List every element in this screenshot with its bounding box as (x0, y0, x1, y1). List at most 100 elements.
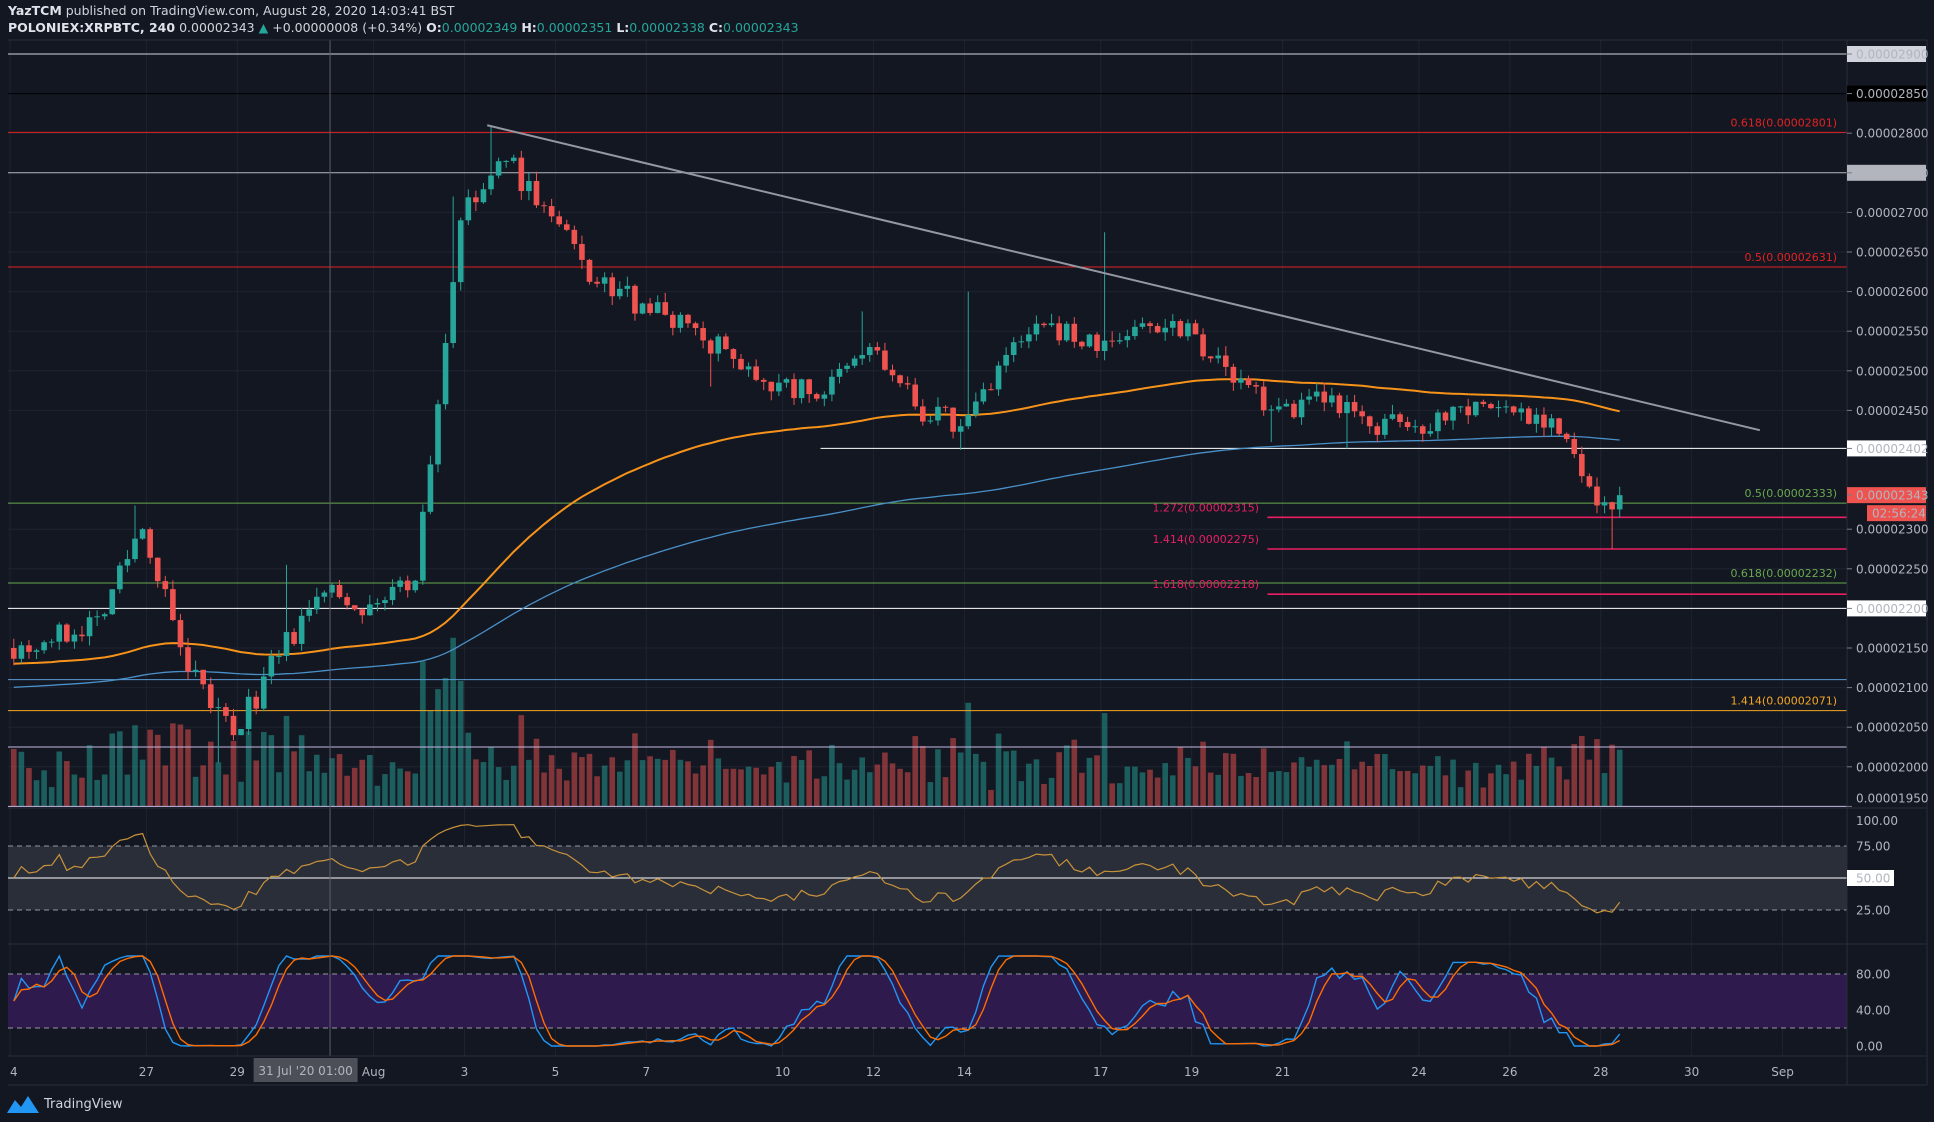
candle-body (488, 175, 494, 190)
candles (11, 125, 1623, 763)
candle-body (336, 585, 343, 598)
author: YazTCM (8, 3, 62, 18)
volume-bar (662, 759, 669, 806)
volume-bar (760, 774, 767, 806)
volume-bar (601, 765, 608, 806)
candle-body (147, 529, 153, 558)
candle-body (609, 277, 616, 297)
candle-body (1169, 321, 1176, 328)
candle-body (912, 384, 919, 407)
volume-bar (1101, 713, 1108, 806)
candle-body (859, 355, 865, 359)
candle-body (1200, 334, 1206, 357)
volume-bar (920, 746, 926, 806)
candle-body (1071, 323, 1078, 342)
candle-body (1063, 323, 1070, 341)
volume-bar (935, 749, 941, 806)
price-tick-label: 0.00002343 (1856, 489, 1929, 503)
volume-bar (480, 762, 487, 806)
volume-bar (94, 779, 100, 806)
volume-bar (1427, 765, 1434, 806)
published-text: published on TradingView.com, August 28,… (65, 3, 455, 18)
volume-bar (1268, 771, 1275, 806)
price-tick-label: 0.00002500 (1856, 364, 1929, 378)
rsi-tick-label: 50.00 (1856, 872, 1890, 886)
time-tick-label: 17 (1093, 1065, 1108, 1079)
candle-body (223, 707, 229, 716)
time-tick-label: 24 (1411, 1065, 1426, 1079)
candle-body (571, 229, 578, 245)
candle-body (177, 620, 184, 648)
volume-bar (889, 763, 896, 806)
stoch-tick-label: 0.00 (1856, 1040, 1883, 1054)
price-tick-label: 0.00002850 (1856, 87, 1929, 101)
volume-bar (973, 753, 979, 806)
candle-body (11, 648, 17, 659)
volume-bar (1336, 759, 1343, 806)
candle-body (503, 160, 509, 162)
price-tick-label: 0.00002150 (1856, 642, 1929, 656)
candle-body (1465, 406, 1471, 416)
candle-body (207, 684, 214, 709)
volume-bar (639, 760, 646, 806)
volume-bar (821, 776, 828, 806)
volume-bar (912, 736, 919, 806)
candle-body (404, 580, 411, 591)
candle-body (268, 656, 275, 677)
volume-bar (488, 746, 494, 806)
volume-bar (1200, 741, 1206, 806)
candle-body (1412, 426, 1418, 428)
tradingview-logo[interactable]: TradingView (6, 1094, 123, 1114)
volume-bar (253, 760, 259, 806)
candle-body (1503, 406, 1509, 408)
volume-bar (223, 774, 229, 806)
volume-bar (1116, 783, 1123, 806)
price-label-box (1847, 46, 1926, 62)
volume-bar (541, 772, 547, 806)
candle-body (586, 259, 593, 282)
candle-body (1124, 336, 1131, 341)
close-value: 0.00002343 (723, 20, 799, 35)
volume-bar (1586, 759, 1593, 806)
candle-body (1480, 401, 1487, 405)
candle-body (18, 645, 25, 659)
volume-bar (882, 752, 888, 806)
candle-body (139, 529, 146, 539)
price-tick-label: 0.00002550 (1856, 325, 1929, 339)
volume-bar (806, 750, 812, 806)
candle-body (1298, 399, 1305, 418)
trendline[interactable] (486, 124, 1761, 432)
candle-body (874, 347, 881, 351)
volume-bar (200, 765, 206, 806)
candle-body (260, 676, 267, 709)
volume-bar (11, 748, 17, 806)
candle-body (1094, 334, 1100, 351)
candle-body (1556, 418, 1562, 434)
volume-bar (124, 774, 131, 806)
volume-bar (866, 772, 873, 806)
volume-bar (670, 749, 676, 806)
volume-bar (1003, 751, 1009, 806)
rsi-label-box (1847, 870, 1894, 886)
price-label-box (1847, 487, 1926, 504)
volume-bar (548, 755, 555, 806)
candle-body (1154, 326, 1161, 333)
volume-bar (715, 758, 722, 806)
candle-body (1351, 402, 1358, 412)
candle-body (806, 379, 812, 395)
candle-body (1177, 321, 1184, 337)
volume-bar (707, 739, 714, 806)
volume-bar (245, 731, 252, 806)
volume-bar (700, 765, 706, 806)
volume-bar (1192, 766, 1199, 806)
volume-bar (1177, 746, 1184, 806)
candle-body (1215, 355, 1222, 359)
candle-body (1306, 396, 1312, 400)
volume-bar (1230, 753, 1237, 806)
volume-bar (1556, 766, 1562, 806)
candle-body (71, 634, 78, 642)
price-tick-label: 0.00002100 (1856, 681, 1929, 695)
candle-body (1450, 406, 1456, 421)
volume-bar (185, 729, 191, 806)
